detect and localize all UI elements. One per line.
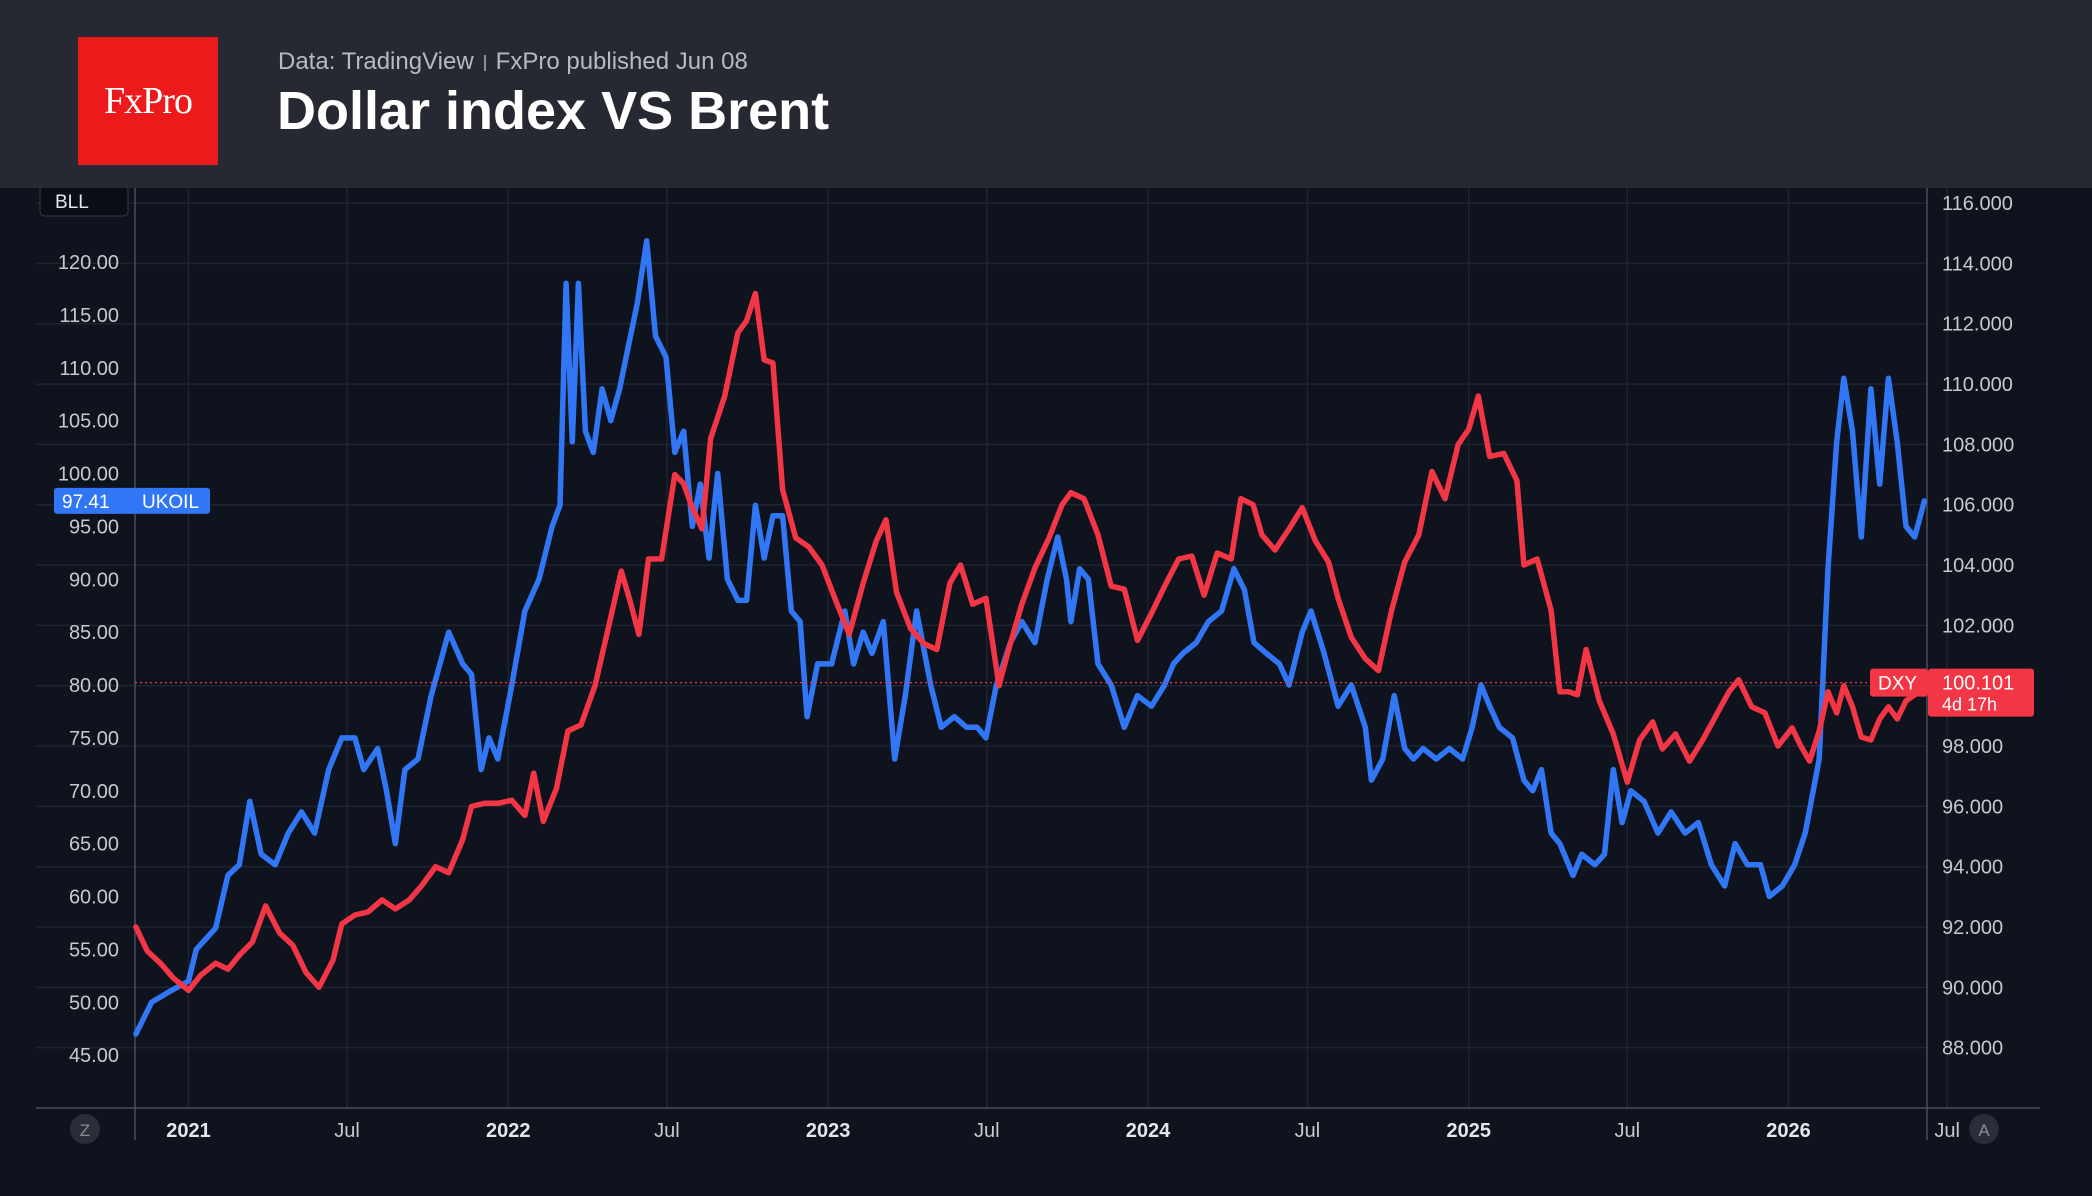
- left-tick-label: 50.00: [69, 992, 119, 1014]
- chart-background: [0, 188, 2092, 1196]
- axis-unit-label: BLL: [55, 192, 89, 213]
- dxy-symbol: DXY: [1878, 674, 1917, 695]
- time-tick-label: Jul: [1934, 1120, 1960, 1142]
- left-tick-label: 95.00: [69, 516, 119, 538]
- left-tick-label: 110.00: [59, 358, 119, 380]
- time-tick-label: 2023: [806, 1120, 851, 1142]
- right-tick-label: 110.000: [1942, 374, 2013, 396]
- ukoil-price-badge: 97.41 UKOIL: [54, 487, 210, 514]
- time-tick-label: 2026: [1766, 1120, 1811, 1142]
- dxy-price-badge: DXY 100.101 4d 17h: [1870, 668, 2034, 717]
- left-tick-label: 90.00: [69, 569, 119, 591]
- auto-scale-label: A: [1978, 1121, 1990, 1140]
- axis-unit-badge: BLL: [39, 188, 129, 217]
- separator: [483, 54, 486, 71]
- right-tick-label: 116.000: [1942, 193, 2013, 215]
- right-tick-label: 94.000: [1942, 857, 2003, 879]
- left-tick-label: 85.00: [69, 622, 119, 644]
- time-tick-label: 2021: [166, 1120, 211, 1142]
- right-tick-label: 108.000: [1942, 434, 2014, 456]
- time-tick-label: Jul: [1615, 1120, 1641, 1142]
- dxy-last-value: 100.101: [1942, 673, 2014, 695]
- time-tick-label: 2024: [1126, 1120, 1171, 1142]
- dxy-bar-countdown: 4d 17h: [1942, 695, 1997, 715]
- ukoil-line: [133, 238, 1928, 1037]
- left-tick-label: 115.00: [59, 305, 119, 327]
- grid-lines: [36, 188, 2040, 1140]
- left-tick-label: 65.00: [69, 834, 119, 856]
- left-tick-label: 75.00: [69, 728, 119, 750]
- data-source: Data: TradingView: [278, 48, 474, 75]
- left-tick-label: 55.00: [69, 939, 119, 961]
- time-tick-label: 2022: [486, 1120, 531, 1142]
- time-tick-label: Jul: [1295, 1120, 1321, 1142]
- time-tick-label: Jul: [654, 1120, 680, 1142]
- time-tick-label: 2025: [1446, 1120, 1491, 1142]
- left-tick-label: 105.00: [58, 411, 119, 433]
- ukoil-last-value: 97.41: [62, 492, 110, 513]
- left-tick-label: 100.00: [58, 464, 119, 486]
- right-tick-label: 104.000: [1942, 555, 2014, 577]
- dxy-line: [133, 290, 1928, 994]
- time-axis[interactable]: 2021 Jul 2022 Jul 2023 Jul 2024 Jul 2025 Jul 2026 J…: [166, 1120, 1960, 1142]
- right-tick-label: 114.000: [1942, 253, 2013, 275]
- chart-header: FxPro Data: TradingView FxPro published J…: [0, 0, 2092, 188]
- series-lines: [133, 238, 1928, 1037]
- right-tick-label: 92.000: [1942, 917, 2003, 939]
- published-date: FxPro published Jun 08: [495, 48, 748, 75]
- zoom-reset-button[interactable]: [70, 1114, 100, 1144]
- source-line: Data: TradingView FxPro published Jun 08: [278, 48, 748, 76]
- right-tick-label: 102.000: [1942, 615, 2014, 637]
- auto-scale-controls: Z A: [70, 1114, 1999, 1144]
- auto-scale-button[interactable]: [1969, 1114, 1999, 1144]
- right-tick-label: 106.000: [1942, 495, 2014, 517]
- chart-title: Dollar index VS Brent: [277, 81, 830, 141]
- left-tick-label: 70.00: [69, 781, 119, 803]
- right-tick-label: 112.000: [1942, 314, 2013, 336]
- time-tick-label: Jul: [334, 1120, 360, 1142]
- left-tick-label: 120.00: [58, 252, 119, 274]
- right-tick-label: 90.000: [1942, 977, 2003, 999]
- right-tick-label: 96.000: [1942, 796, 2003, 818]
- zoom-reset-label: Z: [80, 1121, 90, 1140]
- right-tick-label: 98.000: [1942, 736, 2003, 758]
- fxpro-logo: FxPro: [78, 37, 218, 165]
- left-tick-label: 45.00: [69, 1045, 119, 1067]
- ukoil-symbol: UKOIL: [142, 492, 199, 513]
- left-tick-label: 80.00: [69, 675, 119, 697]
- right-tick-label: 88.000: [1942, 1038, 2003, 1060]
- price-chart[interactable]: 125.00120.00115.00110.00105.00100.0095.0…: [0, 188, 2092, 1196]
- time-tick-label: Jul: [974, 1120, 1000, 1142]
- left-tick-label: 60.00: [69, 887, 119, 909]
